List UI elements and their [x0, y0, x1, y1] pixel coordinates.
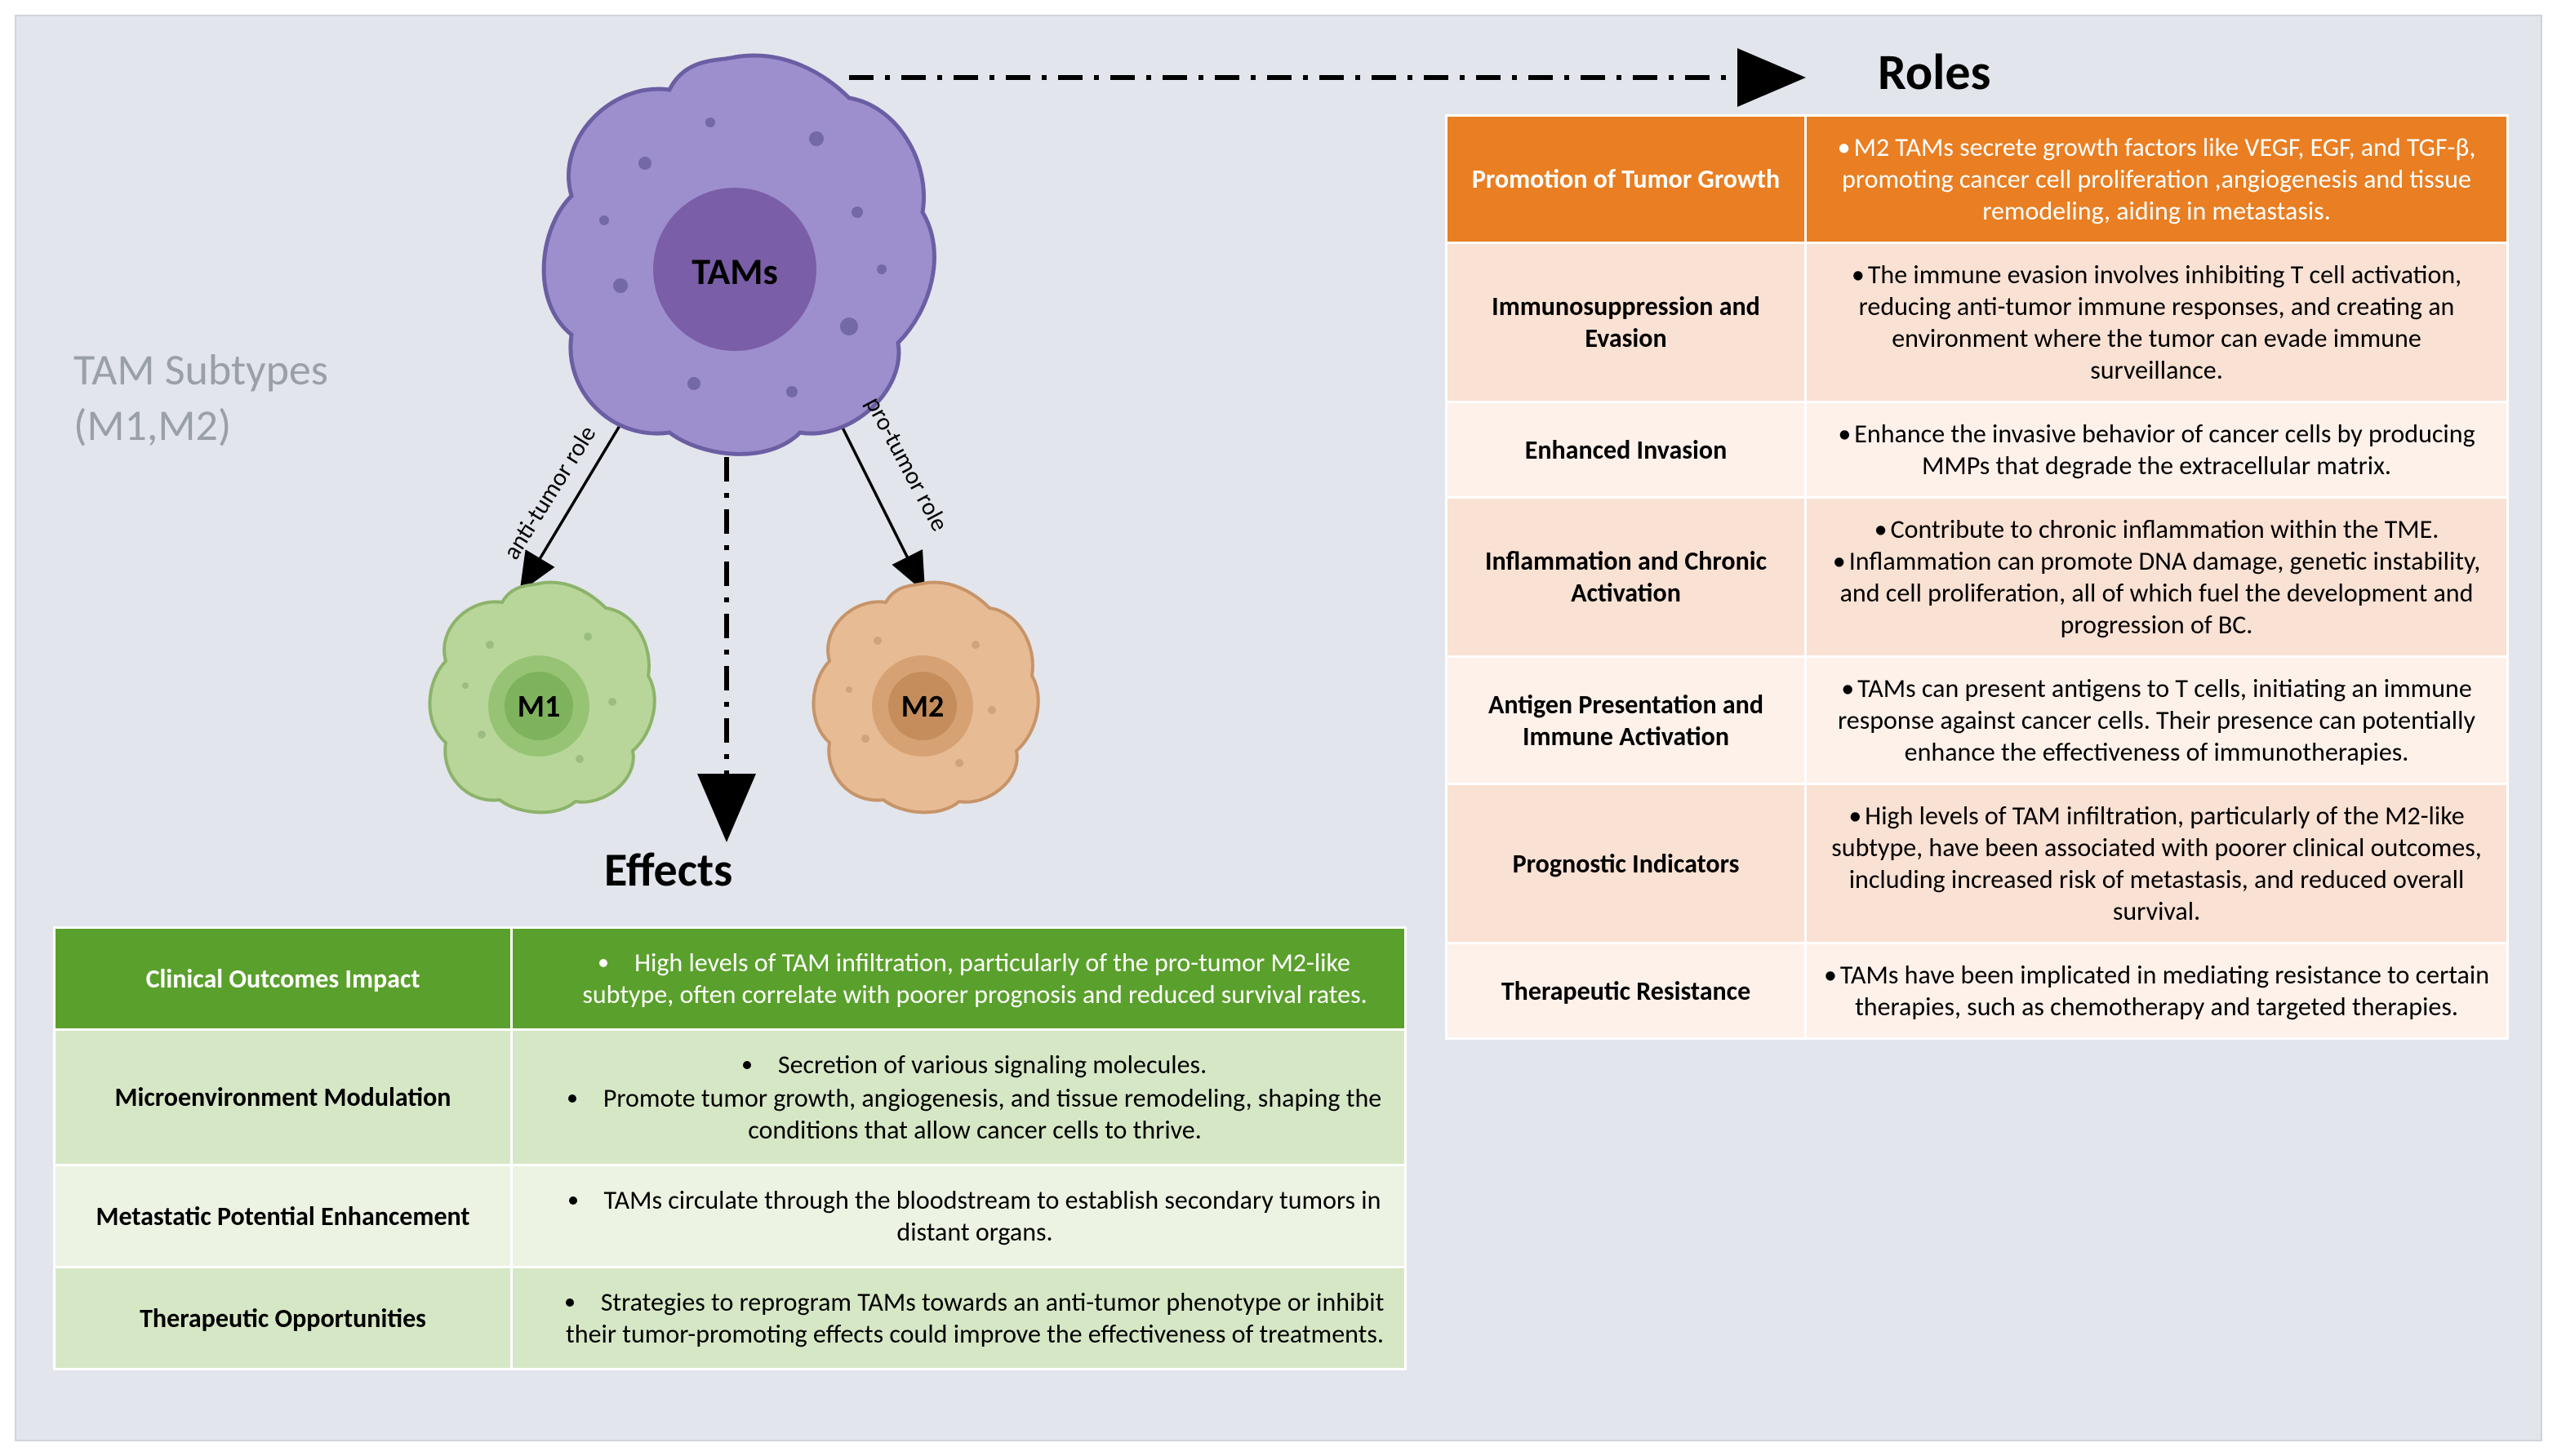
roles-desc-cell: Enhance the invasive behavior of cancer …	[1806, 402, 2508, 498]
effects-label-cell: Therapeutic Opportunities	[55, 1267, 512, 1369]
table-row: Therapeutic Resistance TAMs have been imp…	[1447, 943, 2508, 1039]
table-row: Promotion of Tumor GrowthM2 TAMs secrete…	[1447, 116, 2508, 243]
table-row: Immunosuppression and EvasionThe immune …	[1447, 243, 2508, 402]
m1-label: M1	[518, 688, 560, 726]
effects-label-cell: Metastatic Potential Enhancement	[55, 1165, 512, 1267]
roles-label-cell: Enhanced Invasion	[1447, 402, 1806, 498]
subtypes-caption: TAM Subtypes (M1,M2)	[73, 343, 328, 453]
table-row: Antigen Presentation and Immune Activati…	[1447, 657, 2508, 784]
effects-table: Clinical Outcomes Impact High levels of T…	[53, 926, 1407, 1370]
roles-point: Contribute to chronic inflammation withi…	[1823, 513, 2490, 545]
tams-label: TAMs	[692, 249, 778, 295]
m2-label: M2	[901, 688, 944, 726]
roles-desc-cell: Contribute to chronic inflammation withi…	[1806, 498, 2508, 657]
roles-point: TAMs have been implicated in mediating r…	[1823, 959, 2490, 1023]
effects-title: Effects	[604, 841, 732, 899]
subtypes-line1: TAM Subtypes	[73, 343, 328, 397]
roles-desc-cell: High levels of TAM infiltration, particu…	[1806, 784, 2508, 943]
effects-point: Promote tumor growth, angiogenesis, and …	[563, 1082, 1386, 1146]
table-row: Metastatic Potential Enhancement TAMs cir…	[55, 1165, 1406, 1267]
table-row: Therapeutic Opportunities Strategies to r…	[55, 1267, 1406, 1369]
table-row: Microenvironment Modulation Secretion of …	[55, 1030, 1406, 1165]
effects-desc-cell: TAMs circulate through the bloodstream t…	[512, 1165, 1406, 1267]
table-row: Prognostic IndicatorsHigh levels of TAM …	[1447, 784, 2508, 943]
effects-point: TAMs circulate through the bloodstream t…	[563, 1184, 1386, 1248]
table-row: Inflammation and Chronic Activation Contr…	[1447, 498, 2508, 657]
roles-point: M2 TAMs secrete growth factors like VEGF…	[1823, 131, 2490, 227]
subtypes-line2: (M1,M2)	[73, 398, 231, 452]
roles-point: High levels of TAM infiltration, particu…	[1823, 800, 2490, 927]
roles-point: TAMs can present antigens to T cells, in…	[1823, 673, 2490, 768]
table-row: Clinical Outcomes Impact High levels of T…	[55, 928, 1406, 1030]
effects-point: Strategies to reprogram TAMs towards an …	[563, 1286, 1386, 1350]
roles-point: Inflammation can promote DNA damage, gen…	[1823, 545, 2490, 641]
roles-desc-cell: TAMs have been implicated in mediating r…	[1806, 943, 2508, 1039]
roles-label-cell: Therapeutic Resistance	[1447, 943, 1806, 1039]
cell-m2-svg: M2	[800, 571, 1045, 816]
roles-title: Roles	[1878, 41, 1990, 103]
effects-desc-cell: High levels of TAM infiltration, particu…	[512, 928, 1406, 1030]
figure-canvas: TAM Subtypes (M1,M2) TAMs	[15, 15, 2542, 1441]
cell-m2: M2	[800, 571, 1045, 820]
effects-label-cell: Microenvironment Modulation	[55, 1030, 512, 1165]
roles-label-cell: Promotion of Tumor Growth	[1447, 116, 1806, 243]
roles-label-cell: Antigen Presentation and Immune Activati…	[1447, 657, 1806, 784]
roles-point: The immune evasion involves inhibiting T…	[1823, 259, 2490, 386]
effects-label-cell: Clinical Outcomes Impact	[55, 928, 512, 1030]
roles-label-cell: Immunosuppression and Evasion	[1447, 243, 1806, 402]
cell-m1: M1	[416, 571, 661, 820]
roles-label-cell: Prognostic Indicators	[1447, 784, 1806, 943]
table-row: Enhanced Invasion Enhance the invasive be…	[1447, 402, 2508, 498]
roles-desc-cell: TAMs can present antigens to T cells, in…	[1806, 657, 2508, 784]
cell-m1-svg: M1	[416, 571, 661, 816]
roles-point: Enhance the invasive behavior of cancer …	[1823, 418, 2490, 482]
roles-label-cell: Inflammation and Chronic Activation	[1447, 498, 1806, 657]
effects-point: High levels of TAM infiltration, particu…	[563, 947, 1386, 1010]
roles-desc-cell: M2 TAMs secrete growth factors like VEGF…	[1806, 116, 2508, 243]
effects-desc-cell: Secretion of various signaling molecules…	[512, 1030, 1406, 1165]
effects-desc-cell: Strategies to reprogram TAMs towards an …	[512, 1267, 1406, 1369]
effects-point: Secretion of various signaling molecules…	[563, 1049, 1386, 1081]
roles-desc-cell: The immune evasion involves inhibiting T…	[1806, 243, 2508, 402]
roles-table: Promotion of Tumor GrowthM2 TAMs secrete…	[1445, 114, 2509, 1040]
